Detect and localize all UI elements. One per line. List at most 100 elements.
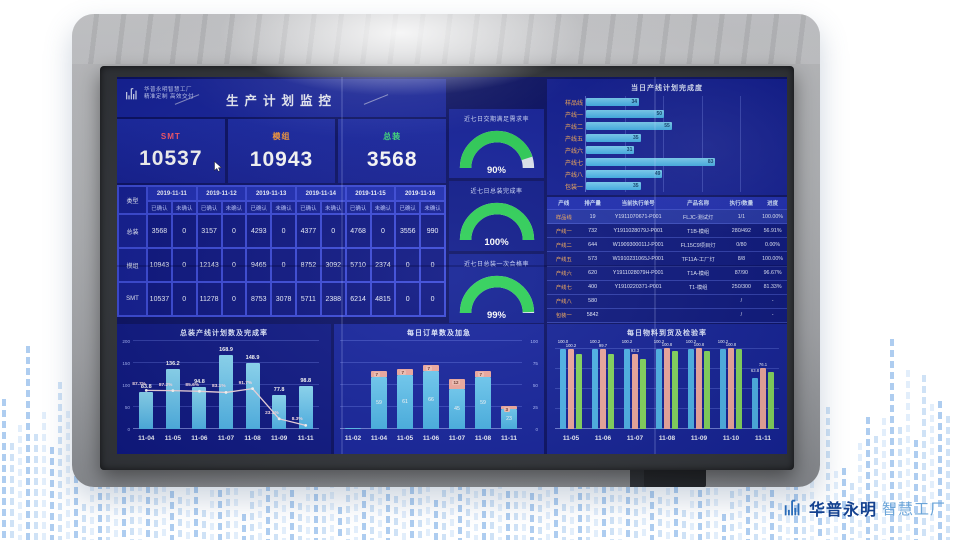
- material-bar: [752, 377, 758, 429]
- equalizer-bar: [466, 476, 470, 540]
- line-table-header: 产线: [547, 197, 581, 210]
- daily-line-completion-chart: 当日产线计划完成度 样品线 34 产线一 50 产线二 55 产线五 35 产线六 31 产线七 83…: [547, 79, 787, 195]
- hbar-row: 产线二 55: [551, 120, 781, 132]
- line-table-cell: 732: [580, 224, 605, 239]
- equalizer-bar: [522, 458, 526, 540]
- equalizer-bar: [394, 496, 398, 540]
- material-value: 100.8: [661, 342, 673, 348]
- material-bar: [728, 348, 734, 429]
- material-value: 93.3: [630, 348, 640, 354]
- plan-table-cell: 0: [395, 282, 421, 316]
- gauge-title: 近七日交期满足需求率: [463, 117, 529, 123]
- hbar-bar: 31: [586, 146, 635, 154]
- equalizer-bar: [594, 464, 598, 540]
- y-tick-label: 0: [127, 427, 130, 432]
- kpi-label: 模组: [272, 131, 291, 141]
- material-bar: [560, 349, 566, 429]
- equalizer-bar: [866, 417, 870, 540]
- y-tick-label: 100: [530, 339, 538, 344]
- plan-table-date-header: 2019-11-12: [196, 186, 247, 201]
- line-table-cell: 0/80: [724, 238, 759, 253]
- hbar-category-label: 产线八: [564, 172, 583, 179]
- equalizer-bar: [106, 482, 110, 540]
- equalizer-bar: [482, 445, 486, 540]
- equalizer-bar: [578, 438, 582, 540]
- hbar-bar: 55: [586, 122, 672, 130]
- plan-table-subheader: 未确认: [221, 201, 247, 214]
- equalizer-bar: [450, 464, 454, 540]
- plan-table-cell: 0: [420, 282, 445, 316]
- equalizer-bar: [442, 435, 446, 540]
- equalizer-bar: [66, 411, 70, 540]
- hbar-value: 31: [626, 147, 633, 153]
- gauge-column: 近七日交期满足需求率 90% 近七日总装完成率 100% 近七日总装一次合格率 99…: [449, 109, 544, 323]
- chart-title: 当日产线计划完成度: [631, 85, 703, 92]
- kpi-card: 总装 3568: [338, 119, 447, 183]
- equalizer-bar: [618, 451, 622, 540]
- plan-table-subheader: 未确认: [370, 201, 396, 214]
- line-table-cell: 1/1: [724, 210, 759, 225]
- hbar-category-label: 产线六: [564, 148, 583, 155]
- hbar-row: 包装一 35: [551, 180, 781, 192]
- material-value: 100.2: [565, 342, 577, 348]
- urgent-value: 7: [400, 370, 406, 376]
- chart-title: 每日订单数及加急: [407, 330, 471, 337]
- material-bar: [568, 348, 574, 429]
- equalizer-bar: [562, 504, 566, 540]
- x-axis-label: 11-11: [501, 435, 517, 442]
- line-table-cell: W1909300011J-P001: [604, 238, 672, 253]
- x-axis-label: 11-06: [191, 435, 208, 442]
- hbar-bar: 49: [586, 170, 663, 178]
- material-bar: [640, 358, 646, 429]
- line-table-cell: [671, 309, 725, 323]
- plan-table-date-header: 2019-11-15: [345, 186, 396, 201]
- line-value: 91.7%: [238, 380, 253, 386]
- plan-table-cell: 0: [221, 282, 247, 316]
- line-table-cell: 96.67%: [758, 267, 787, 281]
- hbar-row: 产线八 49: [551, 168, 781, 180]
- equalizer-bar: [586, 482, 590, 540]
- hbar-category-label: 产线七: [564, 160, 583, 167]
- line-table-cell: 产线二: [547, 238, 581, 253]
- line-table-cell: Y1910220371-P001: [604, 281, 672, 295]
- equalizer-bar: [514, 480, 518, 540]
- daily-materials-chart: 每日物料到货及检验率 100.0 100.2 11-05 100.2 99.7 11-06…: [547, 324, 787, 454]
- plan-table-subheader: 已确认: [345, 201, 371, 214]
- line-table-cell: 产线一: [547, 224, 581, 239]
- y-tick-label: 50: [124, 405, 130, 410]
- x-axis-label: 11-10: [722, 435, 740, 442]
- hbar-bar: 35: [586, 134, 641, 142]
- gauge-value: 99%: [486, 309, 506, 321]
- equalizer-bar: [2, 399, 6, 540]
- plan-table-subheader: 已确认: [246, 201, 272, 214]
- material-bar: [632, 354, 638, 429]
- hbar-track: 34: [586, 98, 781, 106]
- equalizer-bar: [162, 485, 166, 540]
- equalizer-bar: [26, 346, 30, 540]
- equalizer-bar: [938, 401, 942, 540]
- plan-table-cell: 0: [171, 282, 197, 316]
- kpi-label: SMT: [160, 131, 181, 141]
- line-table-cell: 0.00%: [758, 238, 787, 253]
- equalizer-bar: [690, 457, 694, 540]
- line-table-cell: Y1911028079H-P001: [604, 267, 672, 281]
- gauge-value: 90%: [486, 165, 506, 176]
- line-table-cell: 样品线: [547, 210, 581, 225]
- plan-table-subheader: 未确认: [420, 201, 445, 214]
- brand-name: 华普永明: [808, 502, 877, 519]
- material-bar: [696, 348, 702, 429]
- material-bar: [600, 349, 606, 429]
- y-tick-label: 200: [122, 339, 130, 344]
- equalizer-bar: [930, 404, 934, 540]
- equalizer-bar: [658, 497, 662, 540]
- equalizer-bar: [946, 416, 950, 540]
- plan-table-subheader: 已确认: [395, 201, 421, 214]
- plan-table-date-header: 2019-11-14: [296, 186, 346, 201]
- daily-orders-chart: 每日订单数及加急 0 25 50 75 100 11-02 7 59 11-04 7 61 11-05…: [334, 324, 544, 454]
- equalizer-bar: [914, 440, 918, 540]
- plan-table-cell: 5711: [296, 282, 321, 316]
- equalizer-bar: [362, 468, 366, 540]
- x-axis-label: 11-06: [594, 435, 612, 442]
- plan-table-cell: 4293: [246, 214, 272, 248]
- line-table-cell: 280/492: [724, 224, 759, 239]
